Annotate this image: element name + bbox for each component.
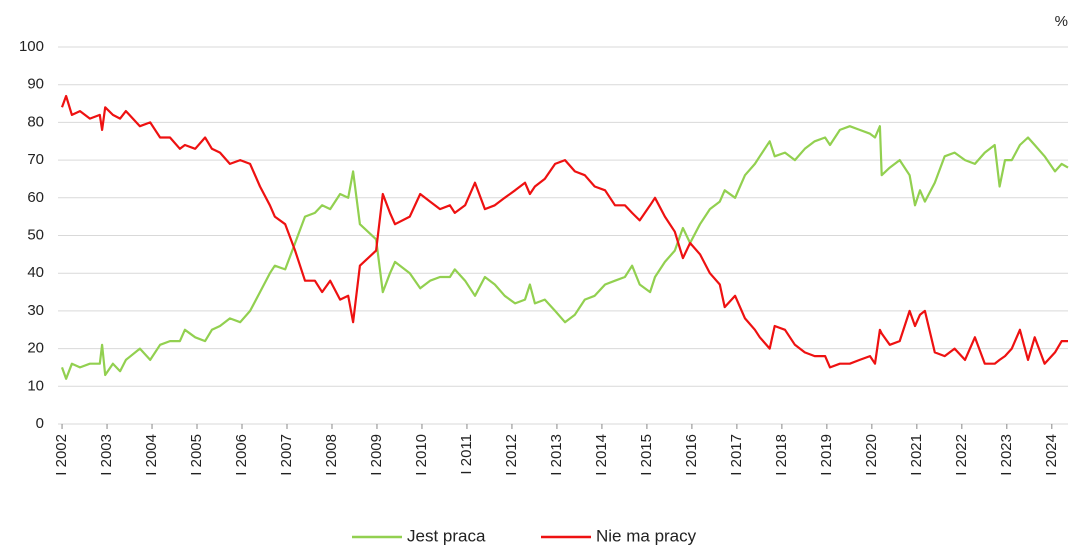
x-tick-label: I 2002 xyxy=(53,434,70,476)
y-tick-label: 60 xyxy=(27,189,44,206)
legend-label: Jest praca xyxy=(407,526,486,545)
series-line xyxy=(60,125,1069,380)
legend-label: Nie ma pracy xyxy=(596,526,697,545)
x-tick-label: I 2005 xyxy=(188,434,205,476)
x-tick-label: I 2013 xyxy=(548,434,565,476)
x-tick-label: I 2011 xyxy=(458,434,475,475)
y-tick-label: 30 xyxy=(27,302,44,319)
y-tick-label: 10 xyxy=(27,377,44,394)
x-tick-label: I 2008 xyxy=(323,434,340,476)
y-tick-label: 20 xyxy=(27,340,44,357)
x-tick-label: I 2007 xyxy=(278,434,295,476)
y-tick-label: 40 xyxy=(27,264,44,281)
x-tick-label: I 2006 xyxy=(233,434,250,476)
x-tick-label: I 2014 xyxy=(593,434,610,476)
y-tick-label: 70 xyxy=(27,151,44,168)
x-tick-label: I 2019 xyxy=(818,434,835,476)
x-tick-label: I 2012 xyxy=(503,434,520,476)
x-tick-label: I 2024 xyxy=(1043,434,1060,476)
x-tick-label: I 2009 xyxy=(368,434,385,476)
x-tick-label: I 2010 xyxy=(413,434,430,476)
series-line xyxy=(60,94,1068,369)
x-tick-label: I 2020 xyxy=(863,434,880,476)
x-tick-label: I 2017 xyxy=(728,434,745,476)
x-tick-label: I 2015 xyxy=(638,434,655,476)
x-tick-label: I 2018 xyxy=(773,434,790,476)
x-tick-label: I 2004 xyxy=(143,434,160,476)
x-tick-label: I 2022 xyxy=(953,434,970,476)
y-tick-label: 0 xyxy=(36,415,44,432)
y-tick-label: 50 xyxy=(27,226,44,243)
y-tick-label: 100 xyxy=(19,38,44,55)
y-tick-label: 90 xyxy=(27,76,44,93)
x-tick-label: I 2023 xyxy=(998,434,1015,476)
x-tick-label: I 2003 xyxy=(98,434,115,476)
x-tick-label: I 2016 xyxy=(683,434,700,476)
y-tick-label: 80 xyxy=(27,113,44,130)
y-unit: % xyxy=(1055,13,1068,30)
x-tick-label: I 2021 xyxy=(908,434,925,476)
